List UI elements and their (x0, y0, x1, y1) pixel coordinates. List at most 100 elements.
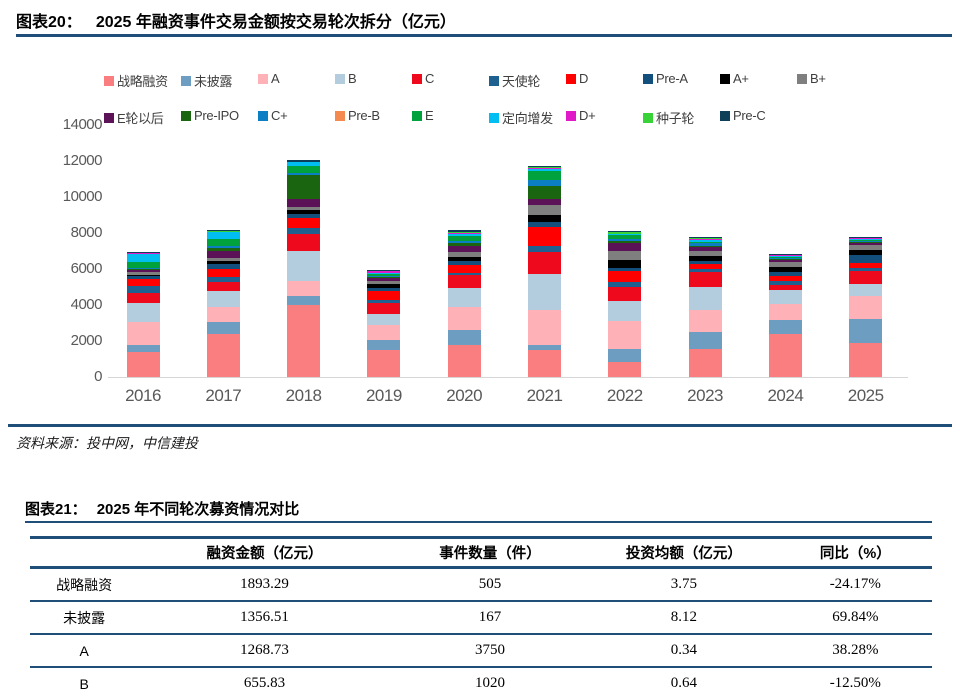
bar-segment-D+ (367, 271, 401, 273)
bar-segment-B+ (206, 257, 240, 261)
bar-segment-战略融资 (528, 349, 561, 377)
bar-segment-天使轮 (849, 267, 883, 272)
legend-item-A+: A+ (720, 71, 749, 86)
bar-segment-E轮以后 (367, 278, 401, 282)
bar-segment-战略融资 (206, 333, 240, 377)
bar-segment-E轮以后 (608, 243, 642, 251)
bar-segment-E轮以后 (126, 270, 160, 272)
bar-segment-定向增发 (206, 232, 240, 240)
bar-segment-D+ (447, 232, 481, 234)
bar-segment-E (206, 239, 240, 247)
legend-swatch-icon (720, 110, 730, 121)
bar-segment-Pre-A (367, 288, 401, 291)
bar-segment-A+ (849, 250, 883, 256)
legend-label: A (271, 71, 280, 86)
bar-segment-天使轮 (447, 272, 481, 275)
table-row: 未披露 1356.51 167 8.12 69.84% (30, 601, 932, 635)
legend-item-E轮以后: E轮以后 (104, 108, 164, 127)
value-cell: -24.17% (778, 567, 932, 602)
bar-segment-A (608, 321, 642, 350)
bar-segment-E (608, 235, 642, 239)
x-axis-label-2023: 2023 (687, 386, 723, 405)
legend-swatch-icon (566, 73, 576, 84)
bar-segment-Pre-IPO (608, 240, 642, 244)
legend-item-战略融资: 战略融资 (104, 71, 168, 90)
bar-segment-D+ (688, 239, 722, 241)
legend-item-种子轮: 种子轮 (643, 108, 694, 127)
bar-segment-A+ (126, 274, 160, 277)
bar-segment-D (206, 268, 240, 277)
value-cell: 505 (390, 567, 590, 602)
bar-segment-未披露 (528, 344, 561, 350)
bar-segment-A (206, 306, 240, 323)
bar-segment-B (447, 288, 481, 308)
bar-segment-Pre-C (528, 166, 561, 168)
bar-segment-B+ (367, 281, 401, 285)
bar-segment-A+ (608, 259, 642, 269)
bar-segment-定向增发 (126, 253, 160, 263)
x-axis-label-2018: 2018 (285, 386, 322, 405)
bar-segment-Pre-C (768, 253, 802, 255)
legend-swatch-icon (104, 75, 114, 86)
bar-segment-C+ (849, 241, 883, 243)
legend-swatch-icon (181, 75, 191, 86)
value-cell: 0.64 (589, 667, 779, 698)
figure20-header: 图表20： 2025 年融资事件交易金额按交易轮次拆分（亿元） (16, 8, 456, 32)
bar-segment-E (447, 236, 481, 241)
bar-segment-Pre-IPO (447, 243, 481, 246)
bar-segment-B+ (688, 251, 722, 257)
bar-segment-C (367, 302, 401, 314)
bar-segment-B (206, 291, 240, 307)
bar-segment-Pre-IPO (126, 269, 160, 271)
bar-segment-A+ (447, 257, 481, 261)
x-axis-label-2025: 2025 (847, 386, 884, 405)
bar-segment-A (126, 322, 160, 345)
legend-swatch-icon (412, 73, 422, 84)
legend-label: D+ (579, 108, 596, 123)
bar-segment-C (849, 271, 883, 284)
bar-segment-A (768, 303, 802, 321)
bar-segment-B+ (447, 252, 481, 258)
bar-segment-B+ (126, 271, 160, 275)
legend-label: Pre-IPO (194, 108, 239, 123)
table-header-cell (30, 536, 139, 569)
bar-segment-B (287, 251, 321, 282)
legend-swatch-icon (720, 73, 730, 84)
value-cell: -12.50% (778, 667, 932, 698)
bar-2019 (367, 269, 401, 377)
legend-label: B (348, 71, 357, 86)
bar-segment-E轮以后 (447, 245, 481, 253)
bar-segment-D+ (608, 233, 642, 235)
bar-segment-Pre-C (287, 160, 321, 162)
bar-segment-战略融资 (768, 333, 802, 377)
bar-segment-定向增发 (608, 234, 642, 236)
legend-swatch-icon (335, 73, 345, 84)
figure21-label: 图表21： (25, 501, 87, 518)
bar-2025 (849, 236, 883, 377)
bar-segment-Pre-C (206, 230, 240, 232)
bar-segment-A (447, 307, 481, 331)
bar-segment-E (768, 256, 802, 258)
bar-segment-B (367, 313, 401, 325)
bar-segment-C (447, 274, 481, 289)
table-header-cell: 投资均额（亿元） (589, 536, 779, 569)
bar-segment-A (849, 295, 883, 319)
figure20-label: 图表20： (16, 14, 82, 31)
bar-segment-定向增发 (688, 240, 722, 243)
value-cell: 3.75 (589, 567, 779, 602)
value-cell: 1356.51 (138, 601, 391, 635)
legend-item-Pre-A: Pre-A (643, 71, 688, 86)
bar-segment-Pre-B (528, 179, 561, 181)
legend-swatch-icon (489, 75, 499, 86)
table-row: 战略融资 1893.29 505 3.75 -24.17% (30, 567, 932, 602)
bar-segment-C+ (206, 246, 240, 248)
table-row: A 1268.73 3750 0.34 38.28% (30, 634, 932, 668)
row-label-cell: 未披露 (30, 601, 139, 635)
bar-segment-D (287, 218, 321, 229)
x-axis-label-2024: 2024 (767, 386, 804, 405)
legend-label: Pre-A (656, 71, 688, 86)
bar-segment-B (849, 283, 883, 296)
bar-segment-Pre-A (528, 221, 561, 227)
bar-segment-Pre-A (849, 255, 883, 263)
bar-segment-E (849, 239, 883, 242)
